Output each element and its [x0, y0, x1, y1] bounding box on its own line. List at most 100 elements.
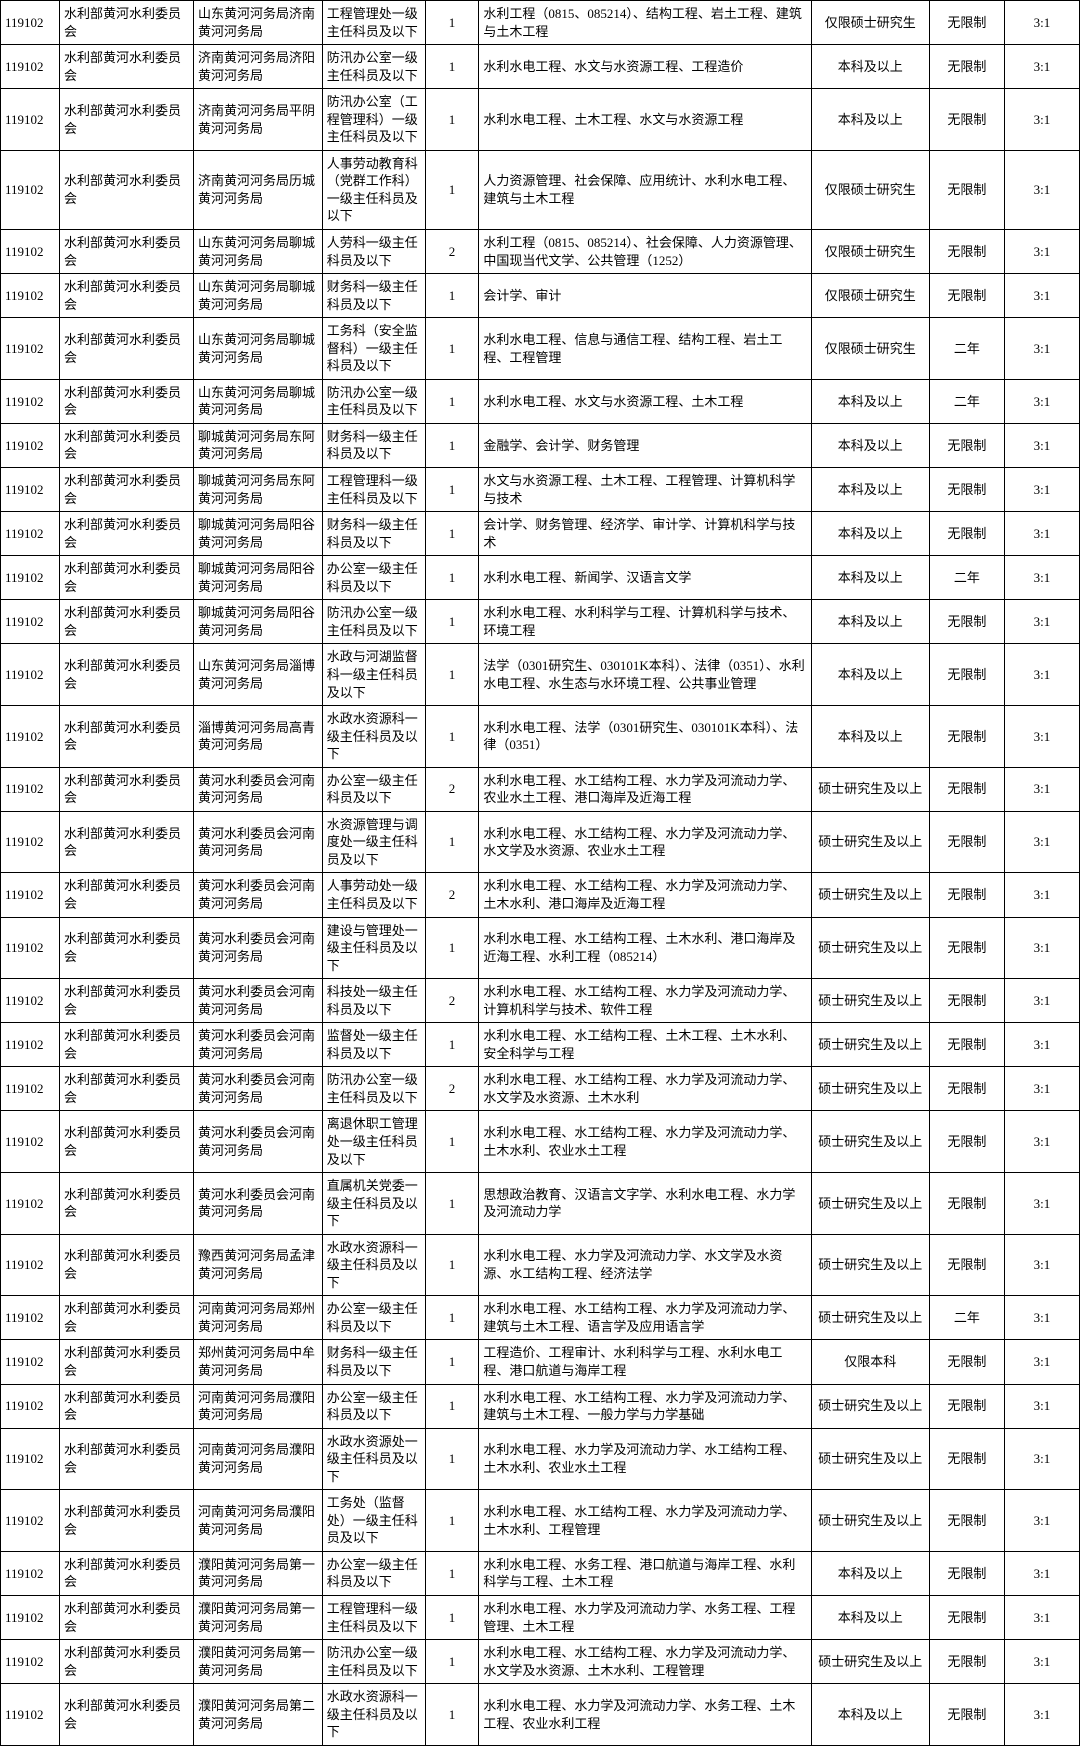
cell-unit: 濮阳黄河河务局第一黄河河务局 [194, 1640, 323, 1684]
cell-major: 水利水电工程、法学（0301研究生、030101K本科）、法律（0351） [479, 706, 811, 768]
cell-exp: 无限制 [929, 89, 1004, 151]
cell-major: 水利水电工程、土木工程、水文与水资源工程 [479, 89, 811, 151]
table-row: 119102水利部黄河水利委员会淄博黄河河务局高青黄河河务局水政水资源科一级主任… [1, 706, 1080, 768]
cell-unit: 黄河水利委员会河南黄河河务局 [194, 1067, 323, 1111]
cell-ratio: 3:1 [1004, 917, 1079, 979]
cell-edu: 本科及以上 [811, 89, 929, 151]
cell-code: 119102 [1, 1490, 60, 1552]
cell-edu: 仅限硕士研究生 [811, 1, 929, 45]
cell-ratio: 3:1 [1004, 230, 1079, 274]
cell-major: 会计学、财务管理、经济学、审计学、计算机科学与技术 [479, 512, 811, 556]
cell-code: 119102 [1, 1340, 60, 1384]
cell-major: 水利水电工程、水工结构工程、水力学及河流动力学、水文学及水资源、土木水利 [479, 1067, 811, 1111]
table-row: 119102水利部黄河水利委员会黄河水利委员会河南黄河河务局科技处一级主任科员及… [1, 979, 1080, 1023]
table-row: 119102水利部黄河水利委员会河南黄河河务局郑州黄河河务局办公室一级主任科员及… [1, 1296, 1080, 1340]
table-row: 119102水利部黄河水利委员会聊城黄河河务局阳谷黄河河务局防汛办公室一级主任科… [1, 600, 1080, 644]
cell-count: 1 [425, 600, 479, 644]
cell-post: 直属机关党委一级主任科员及以下 [322, 1173, 425, 1235]
cell-dept: 水利部黄河水利委员会 [59, 1173, 193, 1235]
cell-dept: 水利部黄河水利委员会 [59, 1640, 193, 1684]
cell-count: 2 [425, 1067, 479, 1111]
cell-ratio: 3:1 [1004, 512, 1079, 556]
cell-post: 工务科（安全监督科）一级主任科员及以下 [322, 318, 425, 380]
cell-code: 119102 [1, 379, 60, 423]
cell-exp: 无限制 [929, 1234, 1004, 1296]
cell-count: 1 [425, 1023, 479, 1067]
cell-unit: 郑州黄河河务局中牟黄河河务局 [194, 1340, 323, 1384]
cell-edu: 仅限硕士研究生 [811, 150, 929, 229]
cell-exp: 无限制 [929, 811, 1004, 873]
cell-code: 119102 [1, 423, 60, 467]
cell-edu: 仅限硕士研究生 [811, 274, 929, 318]
cell-major: 水利水电工程、水文与水资源工程、工程造价 [479, 45, 811, 89]
cell-exp: 无限制 [929, 917, 1004, 979]
cell-count: 2 [425, 979, 479, 1023]
cell-dept: 水利部黄河水利委员会 [59, 1023, 193, 1067]
cell-post: 工程管理处一级主任科员及以下 [322, 1, 425, 45]
table-row: 119102水利部黄河水利委员会山东黄河河务局济南黄河河务局工程管理处一级主任科… [1, 1, 1080, 45]
cell-code: 119102 [1, 512, 60, 556]
cell-exp: 无限制 [929, 1684, 1004, 1746]
cell-unit: 山东黄河河务局济南黄河河务局 [194, 1, 323, 45]
cell-ratio: 3:1 [1004, 468, 1079, 512]
cell-exp: 无限制 [929, 1490, 1004, 1552]
table-row: 119102水利部黄河水利委员会山东黄河河务局聊城黄河河务局防汛办公室一级主任科… [1, 379, 1080, 423]
cell-post: 财务科一级主任科员及以下 [322, 1340, 425, 1384]
cell-edu: 本科及以上 [811, 45, 929, 89]
cell-post: 防汛办公室一级主任科员及以下 [322, 379, 425, 423]
cell-major: 水利水电工程、水工结构工程、水力学及河流动力学、建筑与土木工程、语言学及应用语言… [479, 1296, 811, 1340]
cell-code: 119102 [1, 1173, 60, 1235]
cell-dept: 水利部黄河水利委员会 [59, 150, 193, 229]
cell-exp: 无限制 [929, 468, 1004, 512]
cell-count: 1 [425, 1, 479, 45]
cell-dept: 水利部黄河水利委员会 [59, 1296, 193, 1340]
cell-post: 监督处一级主任科员及以下 [322, 1023, 425, 1067]
cell-exp: 无限制 [929, 1023, 1004, 1067]
cell-exp: 无限制 [929, 150, 1004, 229]
cell-dept: 水利部黄河水利委员会 [59, 873, 193, 917]
cell-exp: 二年 [929, 556, 1004, 600]
cell-unit: 济南黄河河务局历城黄河河务局 [194, 150, 323, 229]
cell-major: 水利水电工程、水力学及河流动力学、水务工程、工程管理、土木工程 [479, 1596, 811, 1640]
table-row: 119102水利部黄河水利委员会黄河水利委员会河南黄河河务局办公室一级主任科员及… [1, 767, 1080, 811]
cell-dept: 水利部黄河水利委员会 [59, 811, 193, 873]
cell-count: 1 [425, 1173, 479, 1235]
cell-exp: 无限制 [929, 1, 1004, 45]
cell-ratio: 3:1 [1004, 1340, 1079, 1384]
cell-count: 1 [425, 89, 479, 151]
cell-post: 防汛办公室（工程管理科）一级主任科员及以下 [322, 89, 425, 151]
cell-count: 1 [425, 706, 479, 768]
cell-code: 119102 [1, 89, 60, 151]
cell-major: 水利水电工程、水力学及河流动力学、水务工程、土木工程、农业水利工程 [479, 1684, 811, 1746]
cell-ratio: 3:1 [1004, 979, 1079, 1023]
table-row: 119102水利部黄河水利委员会聊城黄河河务局东阿黄河河务局工程管理科一级主任科… [1, 468, 1080, 512]
cell-ratio: 3:1 [1004, 1234, 1079, 1296]
cell-unit: 黄河水利委员会河南黄河河务局 [194, 1023, 323, 1067]
cell-ratio: 3:1 [1004, 1640, 1079, 1684]
cell-edu: 硕士研究生及以上 [811, 1173, 929, 1235]
cell-major: 水利水电工程、水工结构工程、水力学及河流动力学、土木水利、工程管理 [479, 1490, 811, 1552]
cell-ratio: 3:1 [1004, 274, 1079, 318]
cell-count: 1 [425, 468, 479, 512]
cell-exp: 无限制 [929, 1111, 1004, 1173]
cell-code: 119102 [1, 873, 60, 917]
cell-count: 1 [425, 318, 479, 380]
table-row: 119102水利部黄河水利委员会濮阳黄河河务局第一黄河河务局办公室一级主任科员及… [1, 1551, 1080, 1595]
cell-edu: 仅限硕士研究生 [811, 230, 929, 274]
table-row: 119102水利部黄河水利委员会郑州黄河河务局中牟黄河河务局财务科一级主任科员及… [1, 1340, 1080, 1384]
cell-code: 119102 [1, 600, 60, 644]
cell-edu: 本科及以上 [811, 468, 929, 512]
cell-exp: 无限制 [929, 1428, 1004, 1490]
cell-dept: 水利部黄河水利委员会 [59, 1111, 193, 1173]
cell-count: 1 [425, 1428, 479, 1490]
cell-major: 水利水电工程、水务工程、港口航道与海岸工程、水利科学与工程、土木工程 [479, 1551, 811, 1595]
cell-ratio: 3:1 [1004, 873, 1079, 917]
cell-ratio: 3:1 [1004, 1428, 1079, 1490]
cell-unit: 济南黄河河务局济阳黄河河务局 [194, 45, 323, 89]
cell-unit: 黄河水利委员会河南黄河河务局 [194, 1111, 323, 1173]
cell-ratio: 3:1 [1004, 1111, 1079, 1173]
cell-edu: 硕士研究生及以上 [811, 1640, 929, 1684]
cell-dept: 水利部黄河水利委员会 [59, 556, 193, 600]
cell-unit: 山东黄河河务局聊城黄河河务局 [194, 318, 323, 380]
cell-major: 水利水电工程、水工结构工程、水力学及河流动力学、建筑与土木工程、一般力学与力学基… [479, 1384, 811, 1428]
